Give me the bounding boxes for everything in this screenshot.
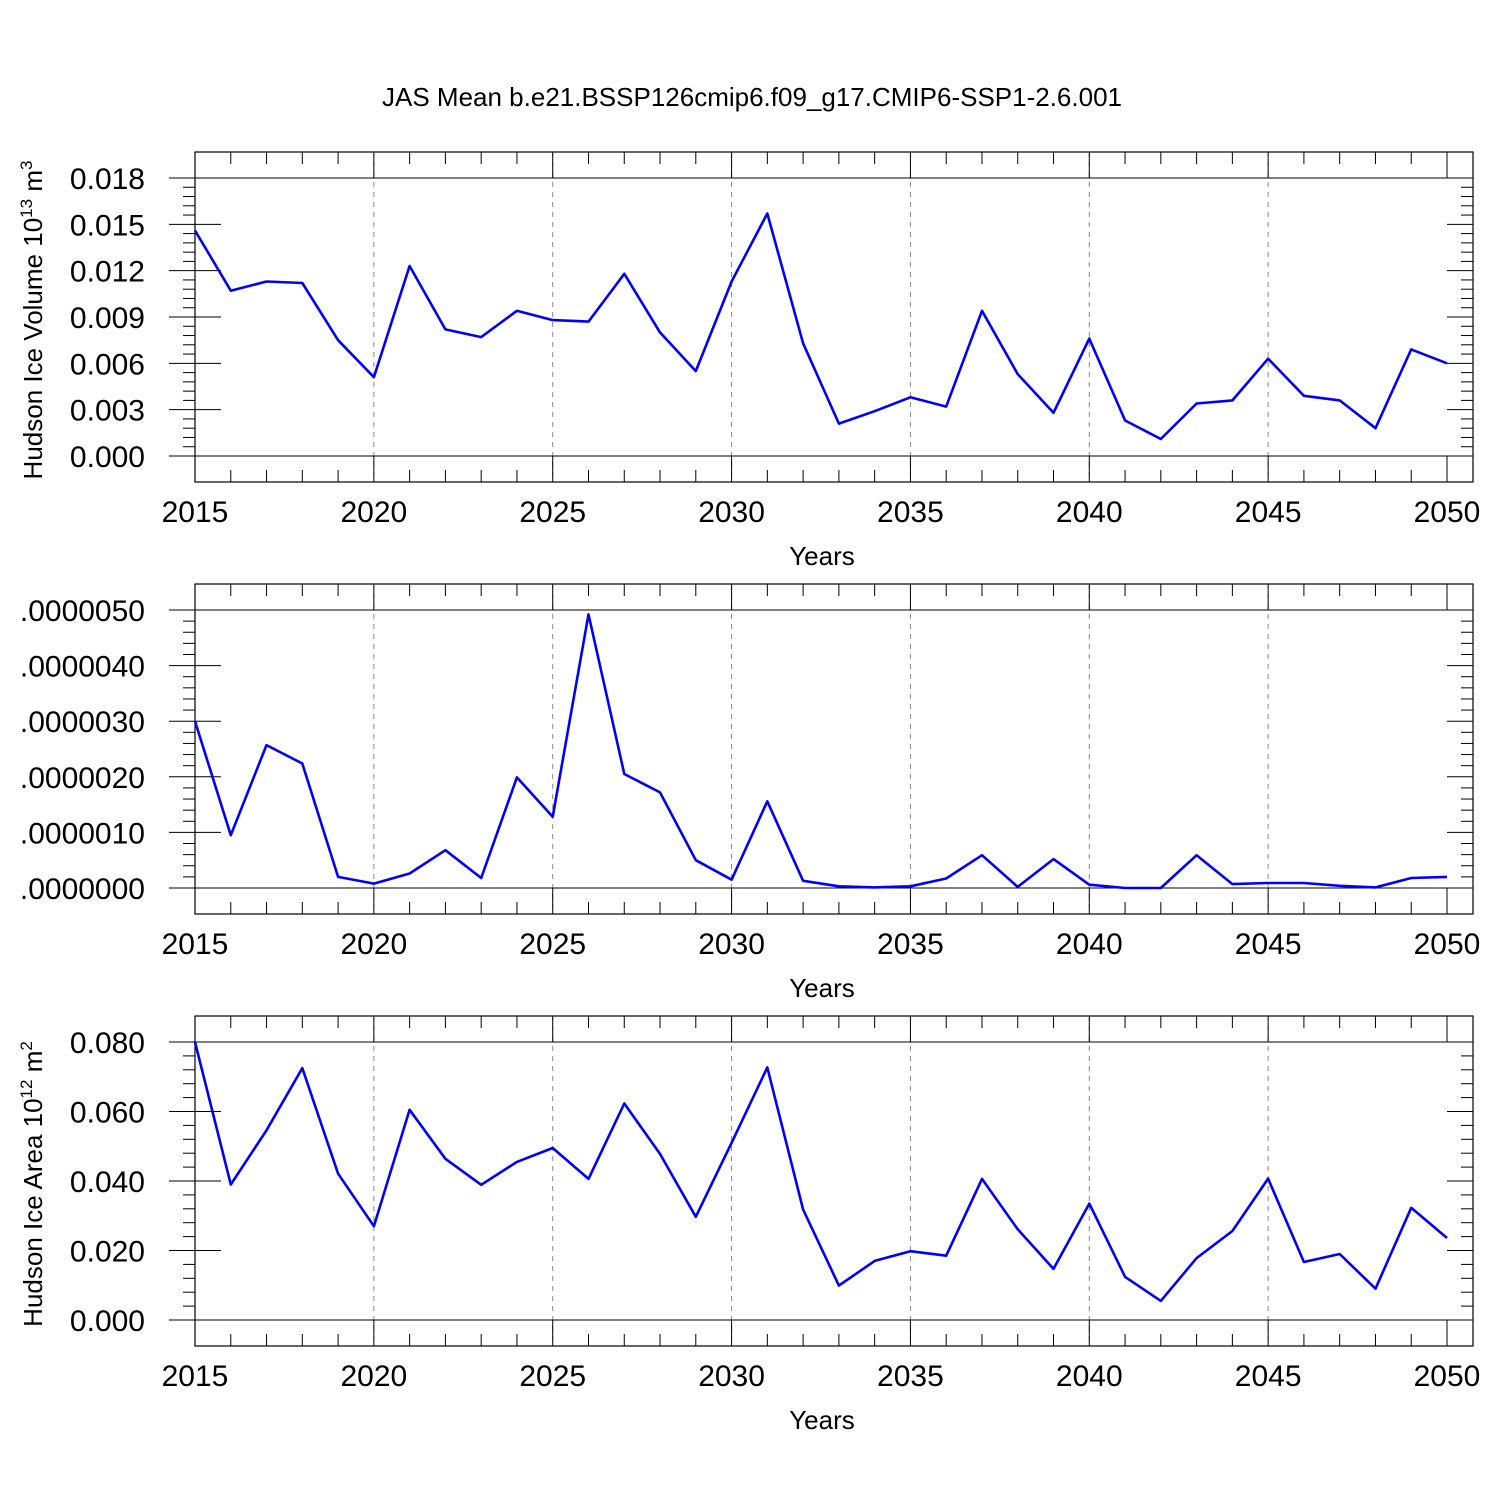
figure-title: JAS Mean b.e21.BSSP126cmip6.f09_g17.CMIP…: [382, 82, 1122, 112]
x-axis-label: Years: [789, 973, 855, 1003]
x-tick-label: 2035: [877, 928, 944, 961]
y-tick-label: 0.003: [70, 395, 145, 428]
y-tick-label: 0.000: [70, 1305, 145, 1338]
x-axis-label: Years: [789, 1405, 855, 1435]
y-tick-label: .0000020: [20, 762, 145, 795]
y-axis-label-exponent: 13: [17, 199, 36, 218]
y-axis-label-unit: m: [18, 170, 48, 199]
series-line: [193, 613, 1448, 890]
y-axis-label: Hudson Ice Volume 1013 m3: [17, 161, 48, 480]
series-line: [193, 212, 1448, 441]
x-tick-label: 2015: [162, 928, 229, 961]
x-tick-label: 2015: [162, 1360, 229, 1393]
y-tick-label: 0.060: [70, 1097, 145, 1130]
chart-panel-volume: 2015 2020 2025 2030 2035 2040 2045 2050 0.000 0.0…: [17, 151, 1481, 571]
plot-frame: [194, 583, 1474, 915]
x-tick-label: 2035: [877, 496, 944, 529]
series-line: [193, 1041, 1448, 1303]
x-tick-label: 2030: [698, 496, 765, 529]
panels: 2015 2020 2025 2030 2035 2040 2045 2050 0.000 0.0…: [17, 151, 1481, 1435]
y-axis-label-exponent: 12: [17, 1080, 36, 1099]
x-tick-label: 2025: [519, 928, 586, 961]
y-tick-label: 0.040: [70, 1166, 145, 1199]
y-tick-label: 0.018: [70, 163, 145, 196]
y-axis-label-unit-exponent: 2: [17, 1041, 36, 1050]
x-tick-label: 2045: [1235, 496, 1302, 529]
x-tick-label: 2050: [1414, 496, 1481, 529]
y-tick-label: 0.015: [70, 209, 145, 242]
y-tick-label: .0000040: [20, 651, 145, 684]
y-tick-label: 0.020: [70, 1236, 145, 1269]
x-tick-label: 2020: [340, 1360, 407, 1393]
y-tick-label: .0000000: [20, 873, 145, 906]
y-tick-label: .0000030: [20, 706, 145, 739]
x-tick-label: 2040: [1056, 1360, 1123, 1393]
y-tick-label: 0.000: [70, 441, 145, 474]
x-tick-label: 2030: [698, 1360, 765, 1393]
x-tick-label: 2045: [1235, 928, 1302, 961]
chart-panel-panel-2: 2015 2020 2025 2030 2035 2040 2045 2050 .0000000…: [20, 583, 1481, 1003]
chart-panel-area: 2015 2020 2025 2030 2035 2040 2045 2050 0.000 0.0…: [17, 1015, 1481, 1435]
x-tick-label: 2050: [1414, 1360, 1481, 1393]
x-tick-label: 2050: [1414, 928, 1481, 961]
y-axis-label-text: Hudson Ice Volume 10: [18, 218, 48, 480]
x-tick-label: 2045: [1235, 1360, 1302, 1393]
x-tick-label: 2015: [162, 496, 229, 529]
y-axis-label-unit-exponent: 3: [17, 161, 36, 170]
y-tick-label: 0.006: [70, 348, 145, 381]
y-tick-label: 0.009: [70, 302, 145, 335]
x-tick-label: 2040: [1056, 496, 1123, 529]
y-tick-label: 0.012: [70, 256, 145, 289]
y-tick-label: .0000050: [20, 595, 145, 628]
x-tick-label: 2020: [340, 496, 407, 529]
y-tick-label: .0000010: [20, 817, 145, 850]
x-axis-label: Years: [789, 541, 855, 571]
y-tick-label: 0.080: [70, 1027, 145, 1060]
x-tick-label: 2025: [519, 496, 586, 529]
x-tick-label: 2020: [340, 928, 407, 961]
y-axis-label-unit: m: [18, 1051, 48, 1080]
x-tick-label: 2035: [877, 1360, 944, 1393]
x-tick-label: 2030: [698, 928, 765, 961]
x-tick-label: 2040: [1056, 928, 1123, 961]
x-tick-label: 2025: [519, 1360, 586, 1393]
y-axis-label: Hudson Ice Area 1012 m2: [17, 1041, 48, 1327]
y-axis-label-text: Hudson Ice Area 10: [18, 1098, 48, 1326]
